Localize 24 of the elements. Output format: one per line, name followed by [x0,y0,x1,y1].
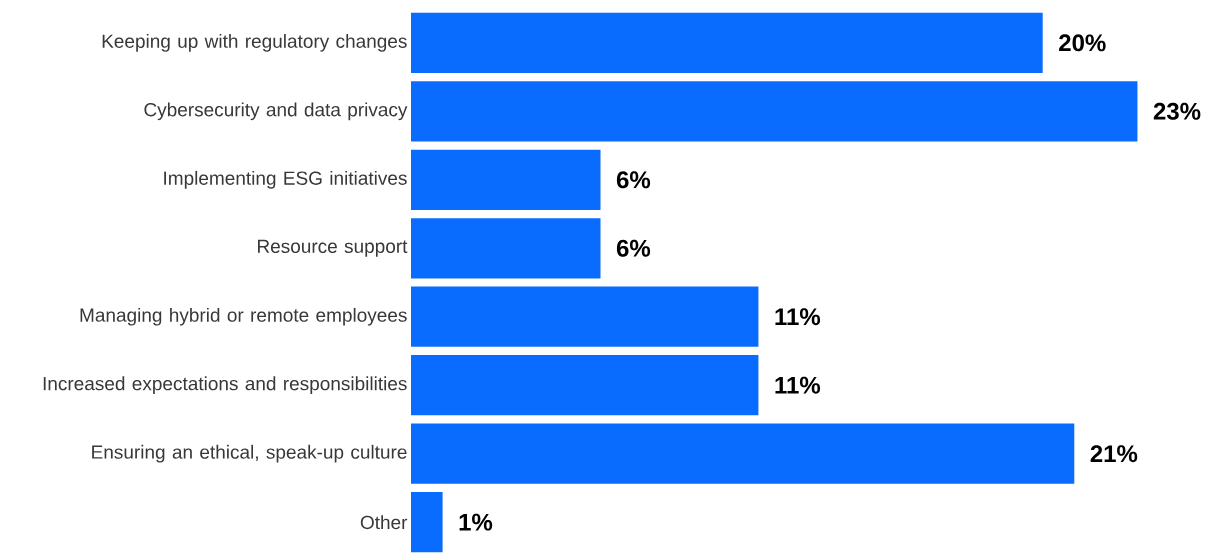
y-tick-label: Other [360,515,408,530]
y-tick-label: Implementing ESG initiatives [164,170,407,189]
data-label: 1% [459,513,493,531]
y-tick-label: Keeping up with regulatory changes [102,33,407,52]
bar [411,12,1043,73]
bar [411,218,601,279]
bar [411,492,443,553]
bar [411,81,1138,142]
data-label: 20% [1059,34,1106,52]
data-label: 6% [616,171,651,189]
bar [411,286,759,347]
y-tick-label: Resource support [258,239,408,257]
data-label: 21% [1090,445,1138,463]
bar [411,355,759,416]
y-tick-label: Cybersecurity and data privacy [144,102,408,121]
bar [411,149,601,210]
data-label: 11% [775,308,821,326]
data-label: 11% [775,376,821,394]
data-label: 23% [1153,102,1201,120]
data-label: 6% [616,239,651,257]
bar [411,423,1075,484]
y-tick-label: Ensuring an ethical, speak-up culture [92,444,407,463]
y-tick-label: Increased expectations and responsibilities [43,376,407,395]
y-tick-label: Managing hybrid or remote employees [80,307,407,326]
